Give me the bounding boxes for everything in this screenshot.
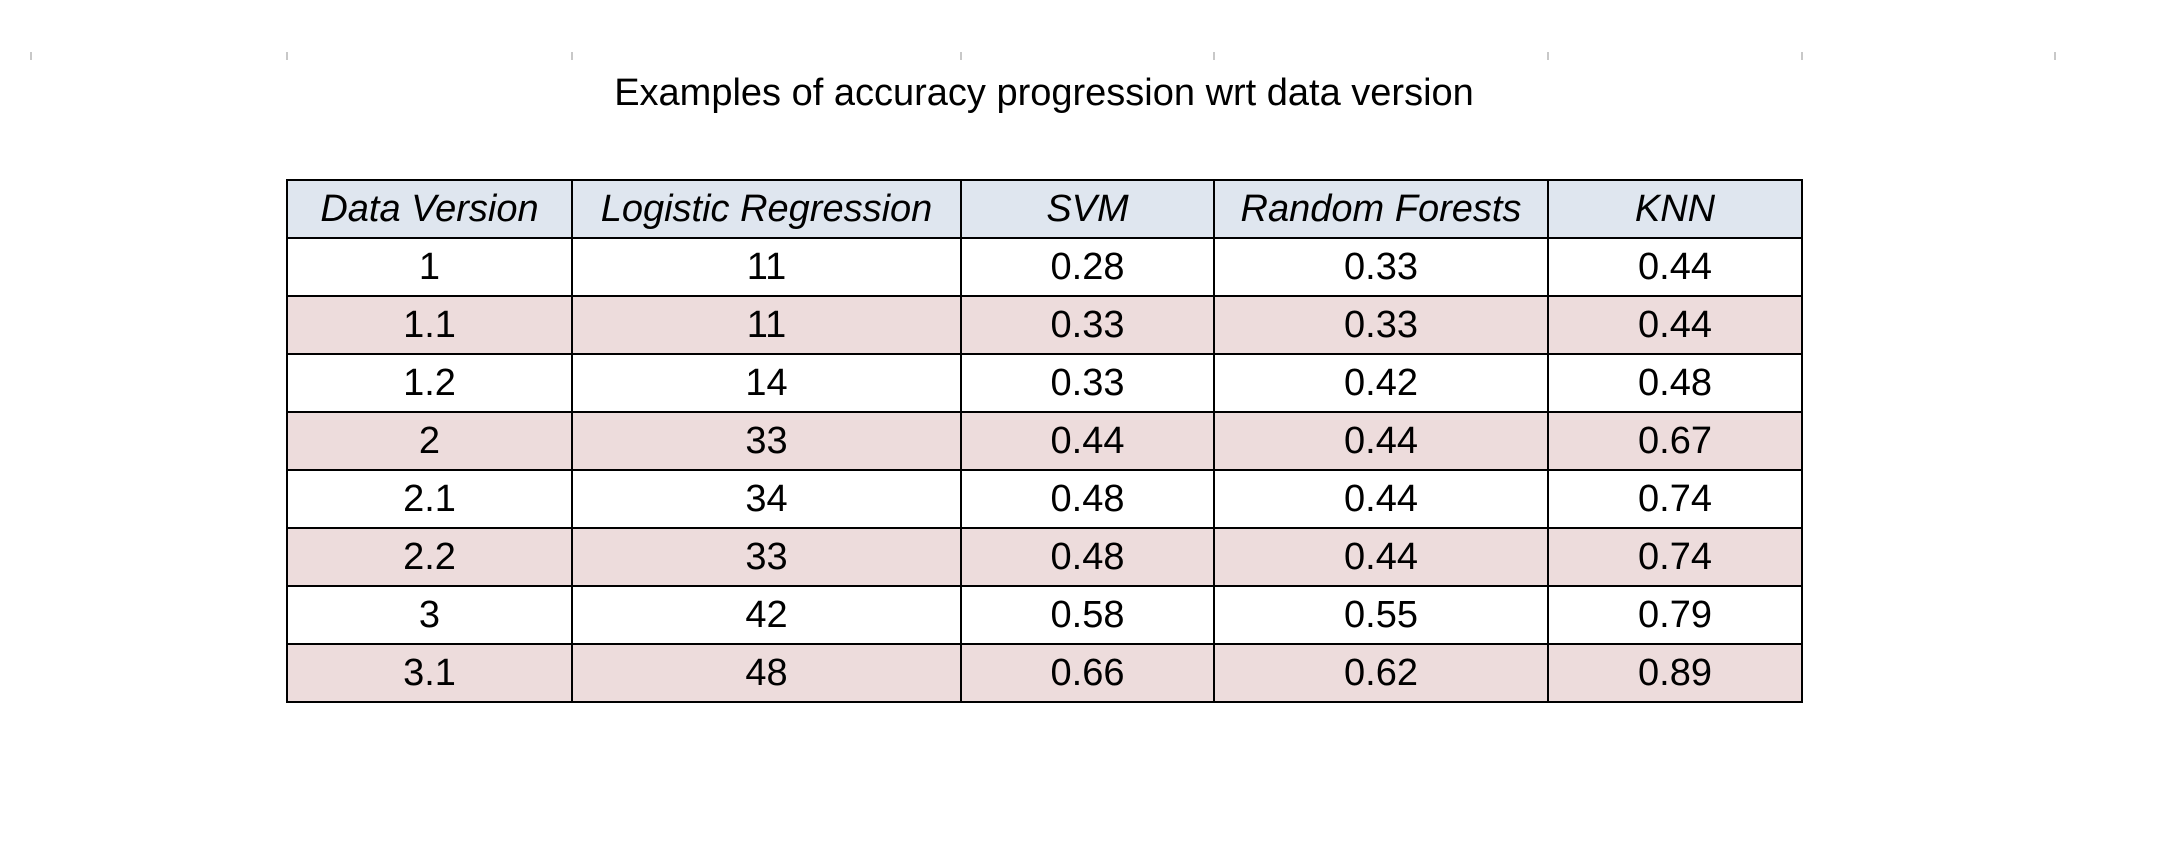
cell-knn: 0.44 xyxy=(1547,237,1803,297)
cell-knn: 0.74 xyxy=(1547,527,1803,587)
cell-data-version: 2.2 xyxy=(286,527,573,587)
ruler-tick xyxy=(286,52,288,60)
ruler-tick xyxy=(1801,52,1803,60)
cell-svm: 0.48 xyxy=(960,527,1215,587)
cell-random-forests: 0.42 xyxy=(1213,353,1549,413)
header-svm: SVM xyxy=(960,179,1215,239)
cell-knn: 0.44 xyxy=(1547,295,1803,355)
cell-data-version: 1.2 xyxy=(286,353,573,413)
cell-logistic-regression: 42 xyxy=(571,585,962,645)
cell-data-version: 2.1 xyxy=(286,469,573,529)
cell-knn: 0.89 xyxy=(1547,643,1803,703)
table-row: 2.2 33 0.48 0.44 0.74 xyxy=(286,527,1803,587)
cell-logistic-regression: 14 xyxy=(571,353,962,413)
cell-data-version: 1.1 xyxy=(286,295,573,355)
ruler-tick xyxy=(1213,52,1215,60)
cell-random-forests: 0.44 xyxy=(1213,527,1549,587)
cell-random-forests: 0.33 xyxy=(1213,295,1549,355)
cell-data-version: 3 xyxy=(286,585,573,645)
cell-random-forests: 0.33 xyxy=(1213,237,1549,297)
cell-random-forests: 0.62 xyxy=(1213,643,1549,703)
cell-svm: 0.33 xyxy=(960,295,1215,355)
cell-random-forests: 0.44 xyxy=(1213,411,1549,471)
cell-knn: 0.67 xyxy=(1547,411,1803,471)
accuracy-table: Data Version Logistic Regression SVM Ran… xyxy=(286,179,1803,703)
cell-svm: 0.66 xyxy=(960,643,1215,703)
ruler-tick xyxy=(30,52,32,60)
ruler-tick xyxy=(2054,52,2056,60)
header-knn: KNN xyxy=(1547,179,1803,239)
cell-logistic-regression: 48 xyxy=(571,643,962,703)
cell-svm: 0.33 xyxy=(960,353,1215,413)
cell-logistic-regression: 34 xyxy=(571,469,962,529)
cell-svm: 0.48 xyxy=(960,469,1215,529)
cell-data-version: 3.1 xyxy=(286,643,573,703)
cell-random-forests: 0.44 xyxy=(1213,469,1549,529)
table-row: 1.1 11 0.33 0.33 0.44 xyxy=(286,295,1803,355)
header-random-forests: Random Forests xyxy=(1213,179,1549,239)
cell-logistic-regression: 11 xyxy=(571,295,962,355)
table-row: 1 11 0.28 0.33 0.44 xyxy=(286,237,1803,297)
table-row: 1.2 14 0.33 0.42 0.48 xyxy=(286,353,1803,413)
ruler-tick xyxy=(571,52,573,60)
cell-knn: 0.79 xyxy=(1547,585,1803,645)
cell-svm: 0.58 xyxy=(960,585,1215,645)
ruler-tick xyxy=(960,52,962,60)
cell-svm: 0.28 xyxy=(960,237,1215,297)
header-row: Data Version Logistic Regression SVM Ran… xyxy=(286,179,1803,239)
cell-svm: 0.44 xyxy=(960,411,1215,471)
table-row: 3 42 0.58 0.55 0.79 xyxy=(286,585,1803,645)
table-row: 3.1 48 0.66 0.62 0.89 xyxy=(286,643,1803,703)
ruler-tick xyxy=(1547,52,1549,60)
cell-logistic-regression: 33 xyxy=(571,411,962,471)
cell-data-version: 2 xyxy=(286,411,573,471)
cell-knn: 0.48 xyxy=(1547,353,1803,413)
header-logistic-regression: Logistic Regression xyxy=(571,179,962,239)
header-data-version: Data Version xyxy=(286,179,573,239)
cell-logistic-regression: 11 xyxy=(571,237,962,297)
cell-random-forests: 0.55 xyxy=(1213,585,1549,645)
table-row: 2 33 0.44 0.44 0.67 xyxy=(286,411,1803,471)
cell-logistic-regression: 33 xyxy=(571,527,962,587)
cell-knn: 0.74 xyxy=(1547,469,1803,529)
table-row: 2.1 34 0.48 0.44 0.74 xyxy=(286,469,1803,529)
cell-data-version: 1 xyxy=(286,237,573,297)
table-title: Examples of accuracy progression wrt dat… xyxy=(614,72,1474,114)
